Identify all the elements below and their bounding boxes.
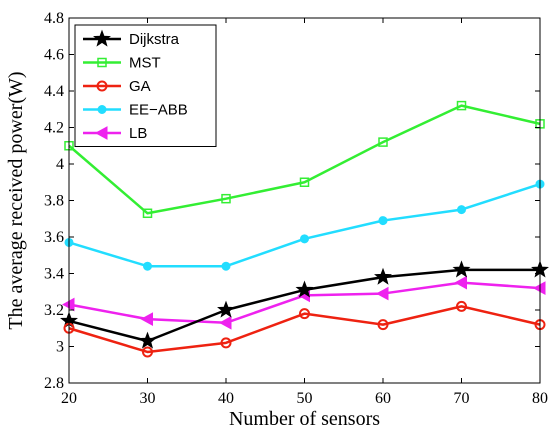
legend-marker [96, 80, 108, 92]
y-tick-label: 3.2 [44, 302, 64, 319]
legend-entry: MST [83, 55, 161, 72]
y-tick-label: 3.8 [44, 193, 64, 210]
legend-label: Dijkstra [129, 31, 180, 48]
y-tick-label: 3.4 [44, 266, 64, 283]
y-tick-label: 2.8 [44, 375, 64, 392]
x-tick-label: 60 [375, 390, 391, 407]
legend: Dijkstra MST GA EE−ABB LB [74, 24, 217, 147]
ticks-layer: 20 30 40 50 60 70 80 2.8 3 3.2 3.4 3.6 3.8 4 4.2 4.4 4.6… [44, 10, 548, 407]
data-point [454, 275, 467, 290]
data-point [300, 234, 309, 244]
data-point [143, 261, 152, 271]
data-point [457, 205, 466, 215]
series-layer [60, 100, 549, 358]
legend-entry: LB [83, 125, 147, 142]
x-tick-label: 20 [61, 390, 77, 407]
data-point [452, 260, 471, 278]
data-point [378, 137, 388, 147]
data-point [375, 286, 389, 301]
data-point [221, 261, 231, 271]
data-point [456, 300, 467, 312]
legend-marker [97, 105, 107, 114]
data-point [142, 208, 153, 219]
data-point [374, 267, 392, 285]
legend-marker [97, 57, 107, 68]
data-point [221, 193, 231, 204]
legend-entry: GA [83, 78, 151, 95]
legend-label: GA [129, 78, 151, 95]
data-point [299, 177, 310, 187]
x-tick-label: 80 [532, 390, 548, 407]
legend-marker [94, 126, 108, 140]
y-tick-label: 4.2 [44, 120, 64, 137]
legend-entry: EE−ABB [83, 102, 188, 119]
x-tick-label: 40 [218, 390, 234, 407]
y-tick-label: 4 [56, 156, 64, 173]
legend-label: EE−ABB [129, 102, 188, 119]
series-line [68, 182, 541, 268]
y-tick-label: 3 [56, 339, 64, 356]
series-line [68, 104, 541, 215]
data-point [138, 331, 157, 349]
data-point [295, 280, 314, 298]
data-point [378, 216, 388, 226]
legend-label: LB [129, 125, 147, 142]
series-ee-abb [64, 179, 545, 271]
x-tick-label: 50 [297, 390, 313, 407]
series-line [68, 305, 541, 354]
y-tick-label: 4.6 [44, 47, 64, 64]
legend-label: MST [129, 55, 161, 72]
data-point [377, 319, 389, 331]
legend-entry: Dijkstra [83, 29, 180, 48]
data-point [140, 312, 153, 326]
series-dijkstra [60, 260, 549, 349]
y-tick-label: 4.4 [44, 83, 64, 100]
y-tick-label: 4.8 [44, 10, 64, 27]
data-point [217, 300, 235, 318]
data-point [456, 100, 467, 111]
x-tick-label: 70 [454, 390, 470, 407]
data-point [299, 308, 310, 320]
data-point [142, 346, 153, 358]
x-tick-label: 30 [140, 390, 156, 407]
series-ga [63, 300, 546, 358]
y-axis-label: The average received power(W) [5, 71, 27, 329]
y-tick-label: 3.6 [44, 229, 64, 246]
data-point [218, 315, 232, 330]
data-point [220, 337, 232, 349]
legend-marker [93, 29, 111, 47]
x-axis-label: Number of sensors [229, 408, 380, 430]
